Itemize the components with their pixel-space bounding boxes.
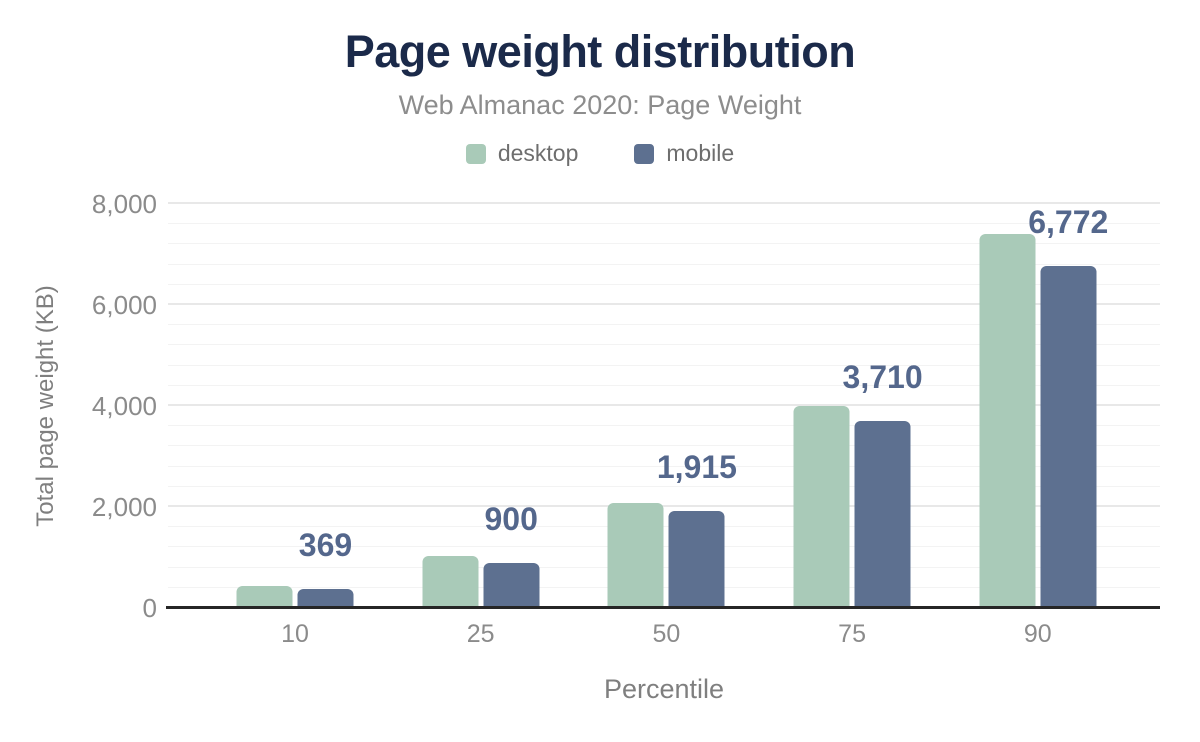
gridline-minor bbox=[168, 526, 1160, 528]
desktop-series-swatch bbox=[465, 143, 486, 164]
legend-item-mobile[interactable]: mobile bbox=[634, 142, 734, 165]
gridline-major bbox=[168, 303, 1160, 305]
legend: desktop mobile bbox=[0, 142, 1200, 165]
y-tick-label: 6,000 bbox=[91, 290, 157, 320]
chart-title: Page weight distribution bbox=[344, 26, 856, 77]
bar-value-label: 369 bbox=[298, 527, 353, 563]
y-tick-label: 2,000 bbox=[91, 492, 157, 522]
bar-value-label: 3,710 bbox=[842, 359, 923, 395]
gridline-major bbox=[168, 404, 1160, 406]
legend-item-desktop[interactable]: desktop bbox=[465, 140, 579, 166]
bar-group: 6,772 90 bbox=[979, 206, 1108, 647]
gridline-minor bbox=[168, 223, 1160, 225]
mobile-bar[interactable]: 6,772 bbox=[1028, 206, 1108, 608]
gridline-minor bbox=[168, 283, 1160, 285]
gridline-minor bbox=[168, 344, 1160, 346]
gridline-minor bbox=[168, 263, 1160, 265]
x-tick-label: 10 bbox=[281, 620, 309, 648]
bar-value-label: 900 bbox=[484, 501, 538, 537]
gridline-minor bbox=[168, 243, 1160, 245]
gridline-minor bbox=[168, 586, 1160, 588]
chart-subtitle: Web Almanac 2020: Page Weight bbox=[398, 90, 802, 120]
x-axis-title: Percentile bbox=[603, 674, 725, 704]
x-tick-label: 75 bbox=[838, 620, 866, 648]
gridline-minor bbox=[168, 566, 1160, 568]
bar-group: 3,710 75 bbox=[793, 361, 923, 647]
gridline-major bbox=[168, 202, 1160, 204]
gridline-minor bbox=[168, 425, 1160, 427]
mobile-bar[interactable]: 369 bbox=[297, 529, 354, 608]
gridline-minor bbox=[168, 445, 1160, 447]
mobile-bar[interactable]: 1,915 bbox=[657, 451, 737, 608]
x-tick-label: 90 bbox=[1023, 620, 1052, 648]
mobile-bar[interactable]: 900 bbox=[483, 503, 540, 608]
desktop-bar[interactable] bbox=[793, 406, 850, 608]
legend-label-desktop: desktop bbox=[497, 140, 579, 166]
x-tick-label: 25 bbox=[466, 620, 495, 648]
gridline-minor bbox=[168, 384, 1160, 386]
gridline-minor bbox=[168, 546, 1160, 548]
desktop-bar[interactable] bbox=[422, 556, 479, 608]
y-tick-label: 8,000 bbox=[91, 189, 157, 219]
gridline-major bbox=[168, 505, 1160, 507]
bar-group: 1,915 50 bbox=[607, 451, 737, 647]
mobile-bar[interactable]: 3,710 bbox=[843, 361, 923, 608]
desktop-bar[interactable] bbox=[607, 503, 664, 608]
plot-area: Percentile 0 2,000 4,000 6,000 8,000 369 10 900… bbox=[92, 191, 1160, 703]
bar-value-label: 1,915 bbox=[656, 449, 737, 485]
gridline-minor bbox=[168, 485, 1160, 487]
x-tick-label: 50 bbox=[652, 620, 681, 648]
gridline-minor bbox=[168, 364, 1160, 366]
bar-group: 900 25 bbox=[422, 503, 540, 647]
y-axis-title: Total page weight (KB) bbox=[32, 285, 59, 527]
legend-label-mobile: mobile bbox=[666, 140, 735, 166]
desktop-bar[interactable] bbox=[979, 234, 1036, 608]
x-axis-line bbox=[166, 606, 1160, 609]
mobile-series-swatch bbox=[634, 143, 655, 164]
bar-value-label: 6,772 bbox=[1028, 204, 1109, 240]
gridline-minor bbox=[168, 324, 1160, 326]
y-tick-label: 4,000 bbox=[91, 391, 157, 421]
gridline-minor bbox=[168, 465, 1160, 467]
bar-group: 369 10 bbox=[236, 529, 354, 647]
y-tick-label: 0 bbox=[142, 593, 157, 623]
desktop-bar[interactable] bbox=[236, 586, 293, 608]
